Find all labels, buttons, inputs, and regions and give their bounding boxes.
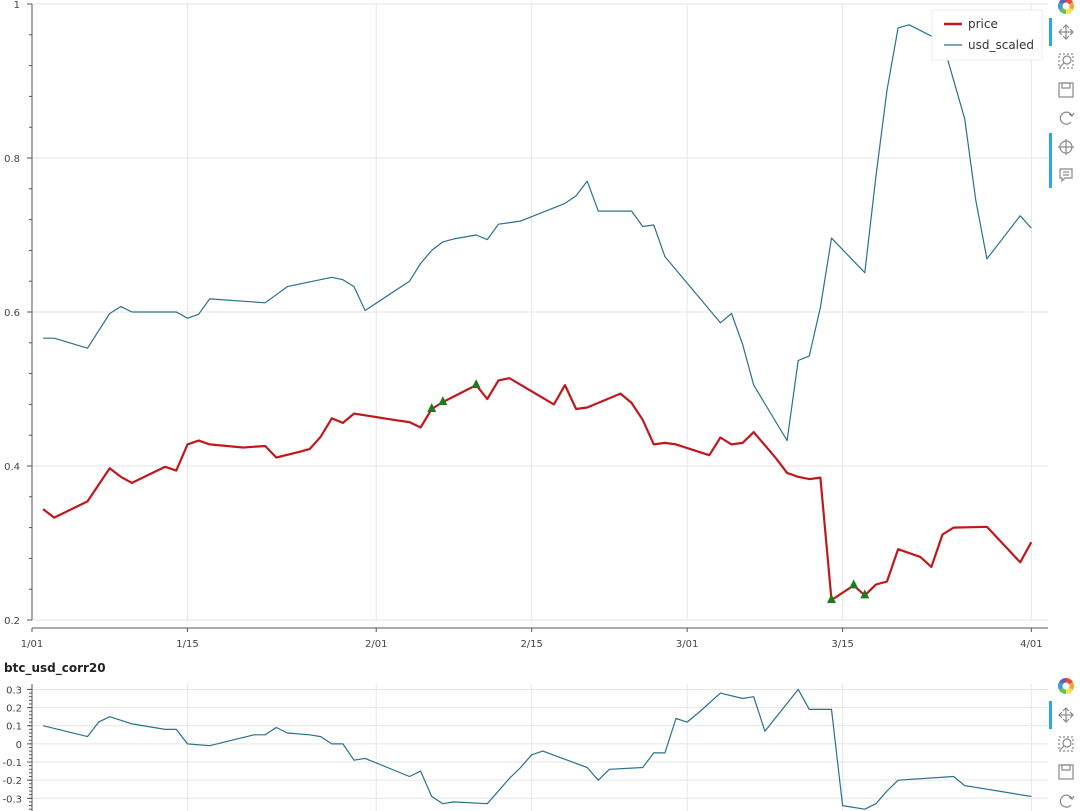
reset-icon[interactable] [1059,111,1075,125]
corr-y-tick-label: -0.1 [2,758,22,769]
main-grid [31,3,1048,621]
active-tool-indicator [1049,701,1052,729]
corr-y-tick-label: -0.2 [2,776,22,787]
zoom-icon[interactable] [1058,736,1074,752]
buy-signal-marker [471,379,481,389]
toolbar-bottom [1049,678,1075,808]
corr-y-tick-label: 0 [16,740,22,751]
bokeh-logo-icon[interactable] [1058,0,1074,14]
legend: price usd_scaled [931,9,1043,61]
main-x-tick-label: 1/15 [176,639,198,650]
legend-price-label: price [968,17,998,31]
main-x-tick-label: 2/15 [520,639,542,650]
main-x-tick-label: 4/01 [1020,639,1042,650]
buy-signal-marker [438,396,448,406]
buy-signal-marker [427,403,437,413]
corr-y-tick-label: 0.3 [6,685,22,696]
hover-icon[interactable] [1059,168,1073,183]
corr-line [42,688,1032,810]
pan-icon[interactable] [1058,707,1074,723]
main-x-tick-label: 3/15 [831,639,853,650]
main-x-tick-label: 2/01 [365,639,387,650]
reset-icon[interactable] [1059,794,1075,808]
main-y-tick-label: 1 [14,0,20,11]
zoom-icon[interactable] [1058,53,1074,69]
main-x-tick-label: 1/01 [21,639,43,650]
main-x-tick-label: 3/01 [676,639,698,650]
main-y-tick-label: 0.8 [4,154,20,165]
main-y-tick-label: 0.4 [4,462,20,473]
corr-y-tick-label: -0.3 [2,794,22,805]
legend-box [931,9,1043,61]
save-icon[interactable] [1058,82,1074,98]
corr-chart[interactable]: btc_usd_corr20 0.3 0.2 0.1 0 -0.1 -0.2 -0.3 [0,660,1080,811]
buy-signal-marker [860,589,870,599]
pan-icon[interactable] [1058,24,1074,40]
main-axes: 1/01 1/15 2/01 2/15 3/01 3/15 4/01 0.2 0.4 0.6 0.8… [4,0,1048,650]
corr-chart-title: btc_usd_corr20 [4,661,106,676]
corr-axes: 0.3 0.2 0.1 0 -0.1 -0.2 -0.3 [2,684,33,811]
buy-signal-marker [826,593,836,603]
main-y-tick-label: 0.2 [4,616,20,627]
price-line [42,377,1033,602]
main-series [42,24,1033,603]
main-chart[interactable]: 1/01 1/15 2/01 2/15 3/01 3/15 4/01 0.2 0.4 0.6 0.8… [0,0,1080,660]
main-y-tick-label: 0.6 [4,308,20,319]
toolbar-top [1049,0,1075,188]
active-tool-indicator [1049,18,1052,46]
save-icon[interactable] [1058,764,1074,780]
corr-series [42,688,1032,810]
bokeh-logo-icon[interactable] [1058,678,1074,694]
corr-y-tick-label: 0.1 [6,722,22,733]
active-tool-indicator [1049,133,1052,188]
usd-scaled-line [43,24,1032,442]
buy-signal-marker [849,579,859,589]
legend-usd-label: usd_scaled [968,38,1034,52]
corr-y-tick-label: 0.2 [6,704,22,715]
crosshair-icon[interactable] [1058,139,1074,155]
corr-grid [31,684,1048,811]
